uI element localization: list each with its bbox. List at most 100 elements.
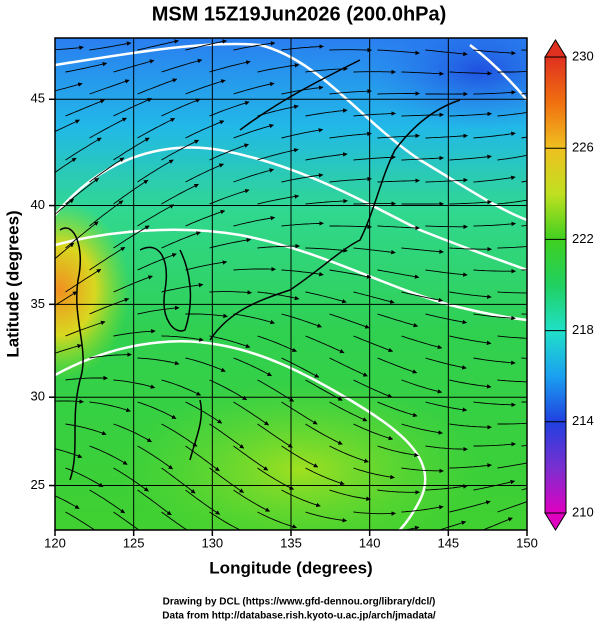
coastlines [59, 59, 461, 481]
streamline [329, 269, 372, 279]
streamline [257, 194, 300, 205]
coastline [209, 99, 461, 341]
streamline [233, 445, 269, 471]
streamline [137, 357, 180, 366]
y-tick-label: 45 [31, 91, 45, 106]
streamline [161, 98, 201, 117]
streamline [281, 357, 320, 378]
streamline [497, 501, 527, 513]
streamline [401, 112, 444, 118]
streamline [55, 291, 78, 306]
streamline [401, 379, 443, 394]
streamline [329, 489, 371, 501]
streamline [113, 329, 156, 337]
streamline [161, 139, 200, 161]
streamline [89, 489, 126, 514]
streamline [281, 401, 318, 425]
streamline [233, 41, 276, 51]
streamline [497, 199, 527, 205]
contour [469, 44, 527, 101]
streamline [329, 401, 368, 422]
streamline [89, 352, 132, 359]
contour [55, 146, 527, 272]
streamline [377, 178, 420, 183]
streamline [353, 111, 396, 117]
x-tick-label: 125 [123, 535, 145, 550]
streamline [185, 79, 226, 95]
x-tick-label: 145 [437, 535, 459, 550]
streamline [185, 313, 228, 319]
x-tick-label: 140 [359, 535, 381, 550]
streamline [65, 320, 106, 337]
streamline [449, 335, 492, 346]
credit-line: Data from http://database.rish.kyoto-u.a… [162, 611, 436, 622]
streamline [161, 423, 198, 447]
streamline [354, 28, 396, 32]
streamline [473, 90, 516, 95]
streamline [305, 423, 343, 445]
streamline [449, 71, 492, 76]
streamline [425, 484, 468, 491]
streamline [257, 63, 300, 73]
streamline [233, 266, 276, 272]
lime-area [120, 380, 480, 530]
streamline [401, 467, 444, 474]
streamline [161, 282, 204, 293]
streamline [55, 82, 83, 92]
streamline [55, 198, 74, 215]
streamline [137, 253, 177, 271]
streamline [281, 44, 324, 51]
streamline [437, 520, 467, 530]
streamline [185, 260, 228, 271]
streamlines [55, 26, 588, 530]
streamline [65, 375, 108, 381]
streamline [113, 225, 150, 249]
streamline [113, 98, 153, 117]
streamline [401, 505, 444, 513]
streamline [257, 467, 295, 490]
streamline [185, 357, 226, 372]
streamline [281, 489, 321, 508]
streamline [425, 357, 467, 370]
streamline [497, 71, 527, 73]
streamline [185, 401, 223, 424]
streamline [449, 291, 492, 299]
streamline [233, 215, 276, 227]
streamline [449, 246, 492, 252]
streamline [161, 183, 199, 205]
streamline [481, 517, 513, 530]
streamline [89, 117, 127, 139]
y-tick-label: 30 [31, 389, 45, 404]
streamline [473, 221, 516, 227]
x-tick-label: 135 [280, 535, 302, 550]
streamline [497, 245, 527, 249]
streamline [137, 78, 178, 95]
streamline [425, 445, 468, 452]
streamline [377, 357, 418, 374]
streamline [473, 401, 516, 408]
streamline [449, 154, 492, 161]
streamline [55, 119, 80, 133]
streamline [497, 462, 527, 469]
streamline [65, 423, 107, 436]
streamline [353, 335, 394, 353]
streamline [449, 500, 491, 513]
streamline [209, 467, 244, 493]
plot-field [55, 26, 588, 530]
streamline [377, 225, 420, 231]
contour [55, 42, 527, 222]
streamline [305, 108, 348, 117]
streamline [66, 26, 108, 28]
y-tick-label: 25 [31, 477, 45, 492]
streamline [329, 224, 372, 230]
streamline [305, 247, 348, 253]
colorbar-tick-label: 230 [572, 48, 594, 63]
streamline [546, 28, 588, 29]
streamline [377, 445, 419, 458]
streamline [113, 511, 140, 530]
streamline [185, 39, 227, 51]
streamline [497, 111, 527, 117]
streamline [449, 423, 492, 430]
colorbar-tick-label: 214 [572, 413, 594, 428]
streamline [329, 445, 369, 463]
